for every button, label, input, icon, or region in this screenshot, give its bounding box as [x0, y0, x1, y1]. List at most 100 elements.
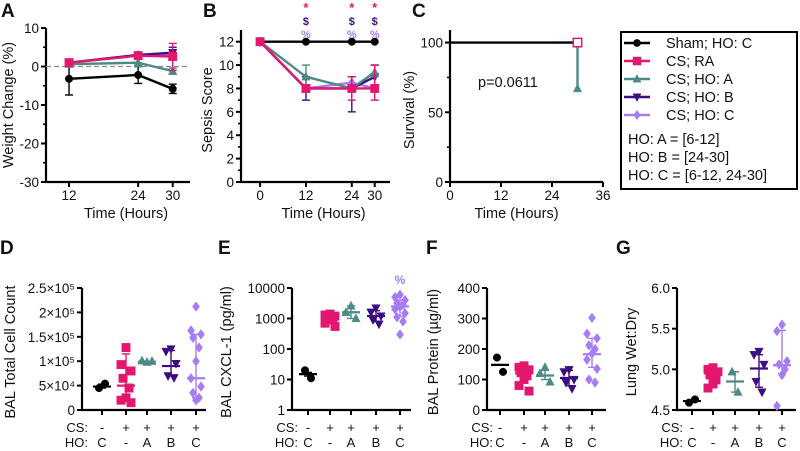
significance-mark: $ [303, 16, 309, 28]
data-point [585, 374, 593, 385]
y-tick-label: 1000 [255, 312, 285, 327]
cs-label: + [326, 420, 334, 435]
series-cs-ra [64, 42, 178, 72]
x-tick-label: 12 [62, 188, 77, 203]
data-point [370, 37, 379, 46]
y-axis-label: Survival (%) [402, 71, 418, 149]
series-sham-ho-c [256, 37, 379, 46]
x-tick-label: 24 [344, 188, 360, 203]
y-tick-label: 0 [472, 403, 480, 418]
cs-label: + [541, 420, 549, 435]
data-point [171, 360, 181, 369]
data-point [759, 360, 769, 370]
data-point [524, 386, 534, 396]
x-tick-label: 24 [544, 188, 560, 203]
legend-marker-square-icon [632, 56, 642, 66]
cs-label: + [778, 420, 786, 435]
y-axis-label: Weight Change (%) [1, 42, 17, 168]
data-point [773, 400, 781, 412]
series-cs-ho-a [572, 42, 583, 93]
panel-letter: E [218, 238, 231, 259]
y-tick-label: 2.5×10⁵ [28, 281, 75, 296]
data-point [396, 329, 404, 340]
data-point [126, 398, 136, 408]
group-0: -C [683, 395, 701, 450]
group-4: +C [187, 301, 205, 450]
y-axis-label: Sepsis Score [200, 67, 216, 152]
y-tick-label: 300 [457, 312, 480, 327]
y-tick-label: 10 [219, 58, 234, 73]
group-1: +- [514, 361, 534, 450]
y-axis-label: BAL Protein (µg/ml) [426, 289, 442, 415]
ho-label: - [522, 435, 526, 450]
y-tick-label: 100 [420, 36, 443, 51]
row-label-cs: CS: [276, 420, 298, 435]
panel-letter: B [203, 1, 217, 22]
group-1: +- [703, 363, 723, 450]
significance-mark: * [303, 0, 309, 15]
data-point [567, 385, 577, 394]
cs-label: + [731, 420, 739, 435]
x-tick-label: 12 [298, 188, 313, 203]
row-label-cs: CS: [66, 420, 88, 435]
group-4: +C [391, 289, 409, 450]
y-tick-label: 8 [226, 81, 234, 96]
series-line [259, 40, 376, 90]
data-point [116, 360, 126, 370]
row-label-ho: HO: [660, 435, 683, 450]
series-line [68, 73, 174, 90]
ho-label: A [731, 435, 740, 450]
group-3: +B [366, 304, 386, 450]
data-point [703, 383, 713, 393]
y-tick-label: 1 [277, 403, 285, 418]
group-2: +A [137, 355, 157, 450]
y-tick-label: 400 [457, 281, 480, 296]
cs-label: + [143, 420, 151, 435]
legend-entry: CS; RA [624, 54, 715, 70]
x-tick-label: 12 [493, 188, 508, 203]
data-point [168, 84, 177, 93]
series-sham-ho-c [65, 64, 177, 96]
significance-mark: $ [349, 16, 355, 28]
series-line [259, 40, 376, 90]
series-line [259, 40, 376, 90]
cs-label: - [306, 420, 310, 435]
y-tick-label: 100 [457, 373, 480, 388]
data-point [370, 84, 380, 93]
data-point [65, 74, 74, 83]
cs-label: + [565, 420, 573, 435]
data-point [121, 343, 131, 352]
y-tick-label: 5×10⁴ [39, 379, 75, 394]
data-point [593, 333, 601, 344]
y-tick-label: 10 [24, 21, 39, 36]
data-point [583, 328, 591, 340]
panel-letter: A [1, 1, 15, 22]
series-cs-ra [572, 37, 583, 48]
x-tick-label: 30 [165, 188, 180, 203]
data-point [514, 381, 524, 391]
y-tick-label: 0 [435, 175, 443, 190]
data-point [545, 376, 555, 386]
ho-label: B [167, 435, 176, 450]
ho-label: C [97, 435, 106, 450]
panel-C: C Survival (%) 0 50 100 0 12 24 36 Time (Hours) p=… [402, 1, 611, 222]
y-tick-label: -20 [19, 137, 39, 152]
group-3: +B [161, 345, 181, 450]
data-point [498, 367, 508, 376]
x-axis-label: Time (Hours) [474, 206, 558, 222]
y-tick-label: -10 [19, 98, 39, 113]
group-2: +A [726, 366, 744, 450]
data-point [124, 383, 134, 393]
y-tick-label: 1.5×10⁵ [28, 330, 75, 345]
x-axis-label: Time (Hours) [281, 206, 365, 222]
y-tick-label: 50 [428, 105, 443, 120]
legend-marker-triangle-up-icon [632, 74, 642, 83]
x-tick-label: 36 [595, 188, 610, 203]
data-point [347, 37, 356, 46]
legend-marker-diamond-icon [633, 109, 641, 121]
data-point [255, 37, 265, 47]
series-sham-ho-c [450, 38, 582, 47]
